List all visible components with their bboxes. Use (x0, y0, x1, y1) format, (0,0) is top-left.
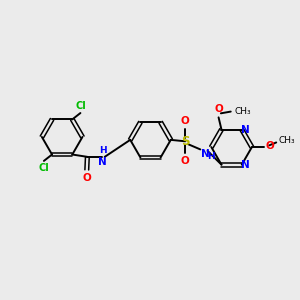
Text: O: O (181, 156, 190, 167)
Text: N: N (201, 149, 209, 159)
Text: H: H (99, 146, 106, 154)
Text: CH₃: CH₃ (235, 106, 251, 116)
Text: CH₃: CH₃ (278, 136, 295, 145)
Text: N: N (98, 157, 107, 167)
Text: Cl: Cl (75, 101, 86, 111)
Text: O: O (265, 141, 274, 151)
Text: Cl: Cl (38, 163, 49, 173)
Text: O: O (181, 116, 190, 126)
Text: S: S (181, 135, 190, 148)
Text: O: O (214, 104, 223, 115)
Text: N: N (241, 160, 250, 170)
Text: N: N (241, 124, 250, 134)
Text: H: H (207, 152, 214, 161)
Text: O: O (82, 173, 91, 183)
